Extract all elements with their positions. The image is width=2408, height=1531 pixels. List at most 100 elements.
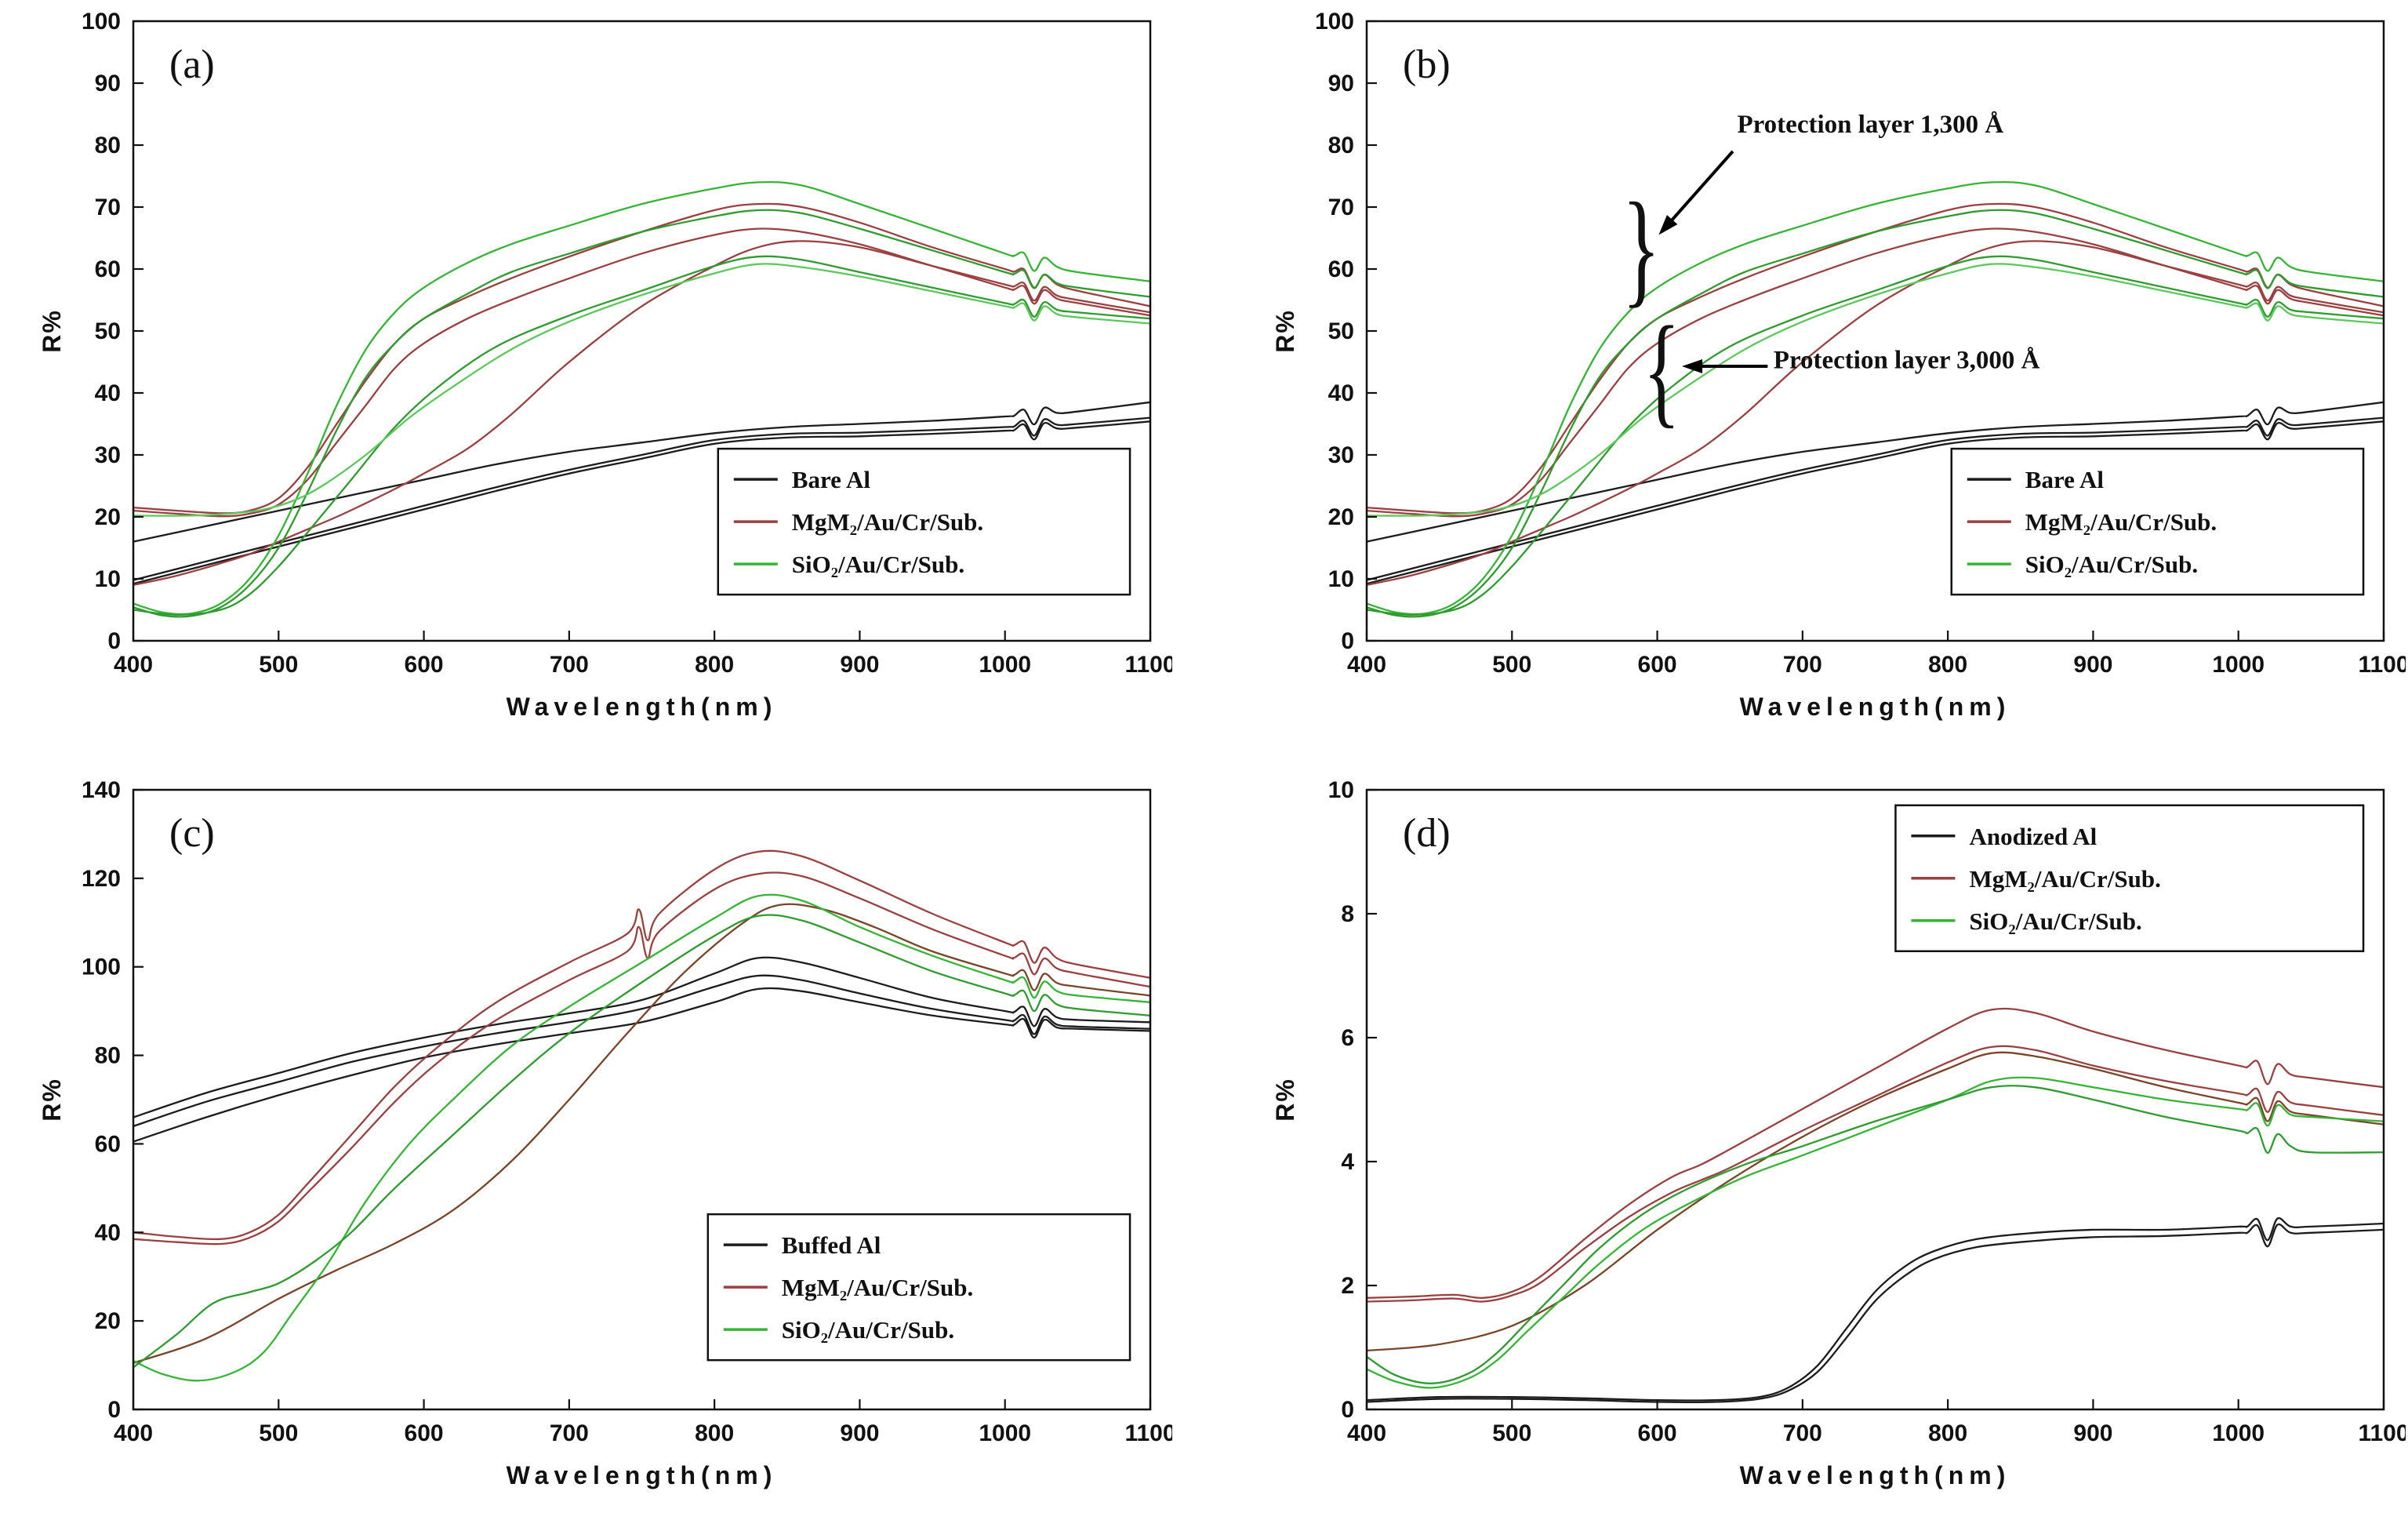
chart-d: 400 500 600 700 800 900 1000 1100 0 2 4 6 8 10 Wavelen… [1271,777,2408,1489]
legend-label: MgM₂/Au/Cr/Sub. [2025,508,2217,536]
annotation-brace: { [1643,300,1680,439]
y-tick-label: 20 [95,1308,121,1334]
series-mgm2-2 [133,871,1151,1246]
series-buffed-al-3 [133,987,1151,1143]
series-sio2-4-flatstart [1366,263,2384,517]
series-bare-al-2 [133,416,1151,581]
x-tick-label: 400 [1347,1420,1386,1446]
y-tick-label: 60 [95,256,121,282]
plot-b: 400 500 600 700 800 900 1000 1100 0 10 20 30 40 50 60 7… [1271,9,2408,721]
y-tick-label: 50 [1328,318,1354,344]
x-tick-label: 400 [114,1420,153,1446]
chart-c: 400 500 600 700 800 900 1000 1100 0 20 40 60 80 100 12… [38,777,1176,1489]
legend-box [717,447,1131,596]
series-bare-al-2 [1366,416,2384,581]
legend-box [706,1213,1131,1362]
x-tick-label: 1000 [979,652,1031,678]
x-tick-label: 500 [259,652,298,678]
y-tick-label: 80 [95,133,121,158]
y-tick-label: 90 [1328,71,1354,96]
series-sio2-4-flatstart [133,263,1151,517]
y-tick-label: 70 [95,195,121,220]
legend-label: SiO₂/Au/Cr/Sub. [1969,907,2141,935]
series-anodized-al-2 [1366,1223,2384,1404]
svg-text:{: { [1643,300,1680,439]
series-sio2-1 [1366,1076,2384,1389]
x-tick-label: 800 [1928,652,1967,678]
legend-label: SiO₂/Au/Cr/Sub. [792,551,964,578]
y-tick-label: 60 [95,1131,121,1157]
legend-label: Buffed Al [782,1231,881,1259]
series-sio2-3 [133,255,1151,616]
legend-box [1894,804,2365,952]
x-tick-label: 500 [1492,1420,1531,1446]
chart-a: 400 500 600 700 800 900 1000 1100 0 10 20 30 40 50 60 7… [38,9,1176,721]
y-tick-label: 10 [1328,566,1354,592]
legend-label: SiO₂/Au/Cr/Sub. [782,1316,954,1344]
y-tick-label: 0 [1341,1397,1354,1423]
x-tick-label: 800 [1928,1420,1967,1446]
series-anodized-al-1 [1366,1216,2384,1402]
plot-a: 400 500 600 700 800 900 1000 1100 0 10 20 30 40 50 60 7… [38,9,1176,721]
y-tick-label: 80 [95,1043,121,1069]
y-tick-label: 20 [95,504,121,530]
annotation-text-0: Protection layer 1,300 Å [1737,111,2003,139]
y-tick-label: 100 [82,955,121,980]
legend-label: MgM₂/Au/Cr/Sub. [792,508,983,536]
legend-label: MgM₂/Au/Cr/Sub. [1969,865,2160,893]
x-tick-label: 700 [1783,652,1822,678]
plot-c: 400 500 600 700 800 900 1000 1100 0 20 40 60 80 100 12… [38,777,1176,1489]
series-sio2-2 [133,914,1151,1369]
x-axis-label-c: Wavelength(nm) [507,1461,778,1489]
panel-b: 400 500 600 700 800 900 1000 1100 0 10 20 30 40 50 60 7… [1261,4,2408,765]
y-tick-label: 60 [1328,256,1354,282]
y-tick-label: 4 [1341,1149,1354,1175]
chart-b: 400 500 600 700 800 900 1000 1100 0 10 20 30 40 50 60 7… [1271,9,2408,721]
y-tick-label: 30 [1328,442,1354,468]
series-buffed-al-2 [133,974,1151,1127]
annotation-brace: } [1622,176,1661,319]
x-tick-label: 1000 [2212,1420,2265,1446]
plot-d: 400 500 600 700 800 900 1000 1100 0 2 4 6 8 10 Wavelen… [1271,777,2408,1489]
y-tick-label: 10 [1328,777,1354,803]
series-mgm2-2 [1366,1045,2384,1303]
y-tick-label: 40 [95,380,121,406]
x-tick-label: 800 [695,1420,734,1446]
annotation-arrow-head [1682,359,1703,374]
y-tick-label: 0 [1341,628,1354,654]
y-tick-label: 100 [1315,9,1354,35]
x-axis-label-a: Wavelength(nm) [507,693,778,721]
legend-label: MgM₂/Au/Cr/Sub. [782,1274,973,1301]
x-axis-label-b: Wavelength(nm) [1740,693,2011,721]
y-tick-label: 80 [1328,133,1354,158]
annotation-arrow-line [1660,150,1734,233]
y-tick-label: 0 [107,628,121,654]
series-sio2-2 [1366,209,2384,618]
series-mgm2-3-scurve [133,903,1151,1364]
series-buffed-al-1 [133,956,1151,1118]
series-sio2-1 [1366,180,2384,616]
y-tick-label: 90 [95,71,121,96]
y-tick-label: 8 [1341,901,1354,927]
y-tick-label: 20 [1328,504,1354,530]
x-tick-label: 900 [2073,652,2112,678]
series-bare-al-1 [133,401,1151,543]
series-bare-al-1 [1366,401,2384,543]
x-tick-label: 900 [840,1420,879,1446]
y-tick-label: 140 [82,777,121,803]
series-bare-al-3 [1366,420,2384,585]
y-axis-label-d: R% [1271,1078,1299,1122]
x-tick-label: 1100 [1124,652,1172,678]
y-tick-label: 100 [82,9,121,35]
svg-text:}: } [1622,176,1661,319]
x-tick-label: 500 [1492,652,1531,678]
x-tick-label: 600 [1638,652,1677,678]
plot-frame [1365,788,2385,1411]
x-tick-label: 1100 [1124,1420,1172,1446]
x-tick-label: 1000 [979,1420,1031,1446]
y-tick-label: 40 [1328,380,1354,406]
x-tick-label: 700 [550,1420,589,1446]
panel-letter-a: (a) [169,42,215,87]
annotation-arrow-head [1658,215,1678,235]
